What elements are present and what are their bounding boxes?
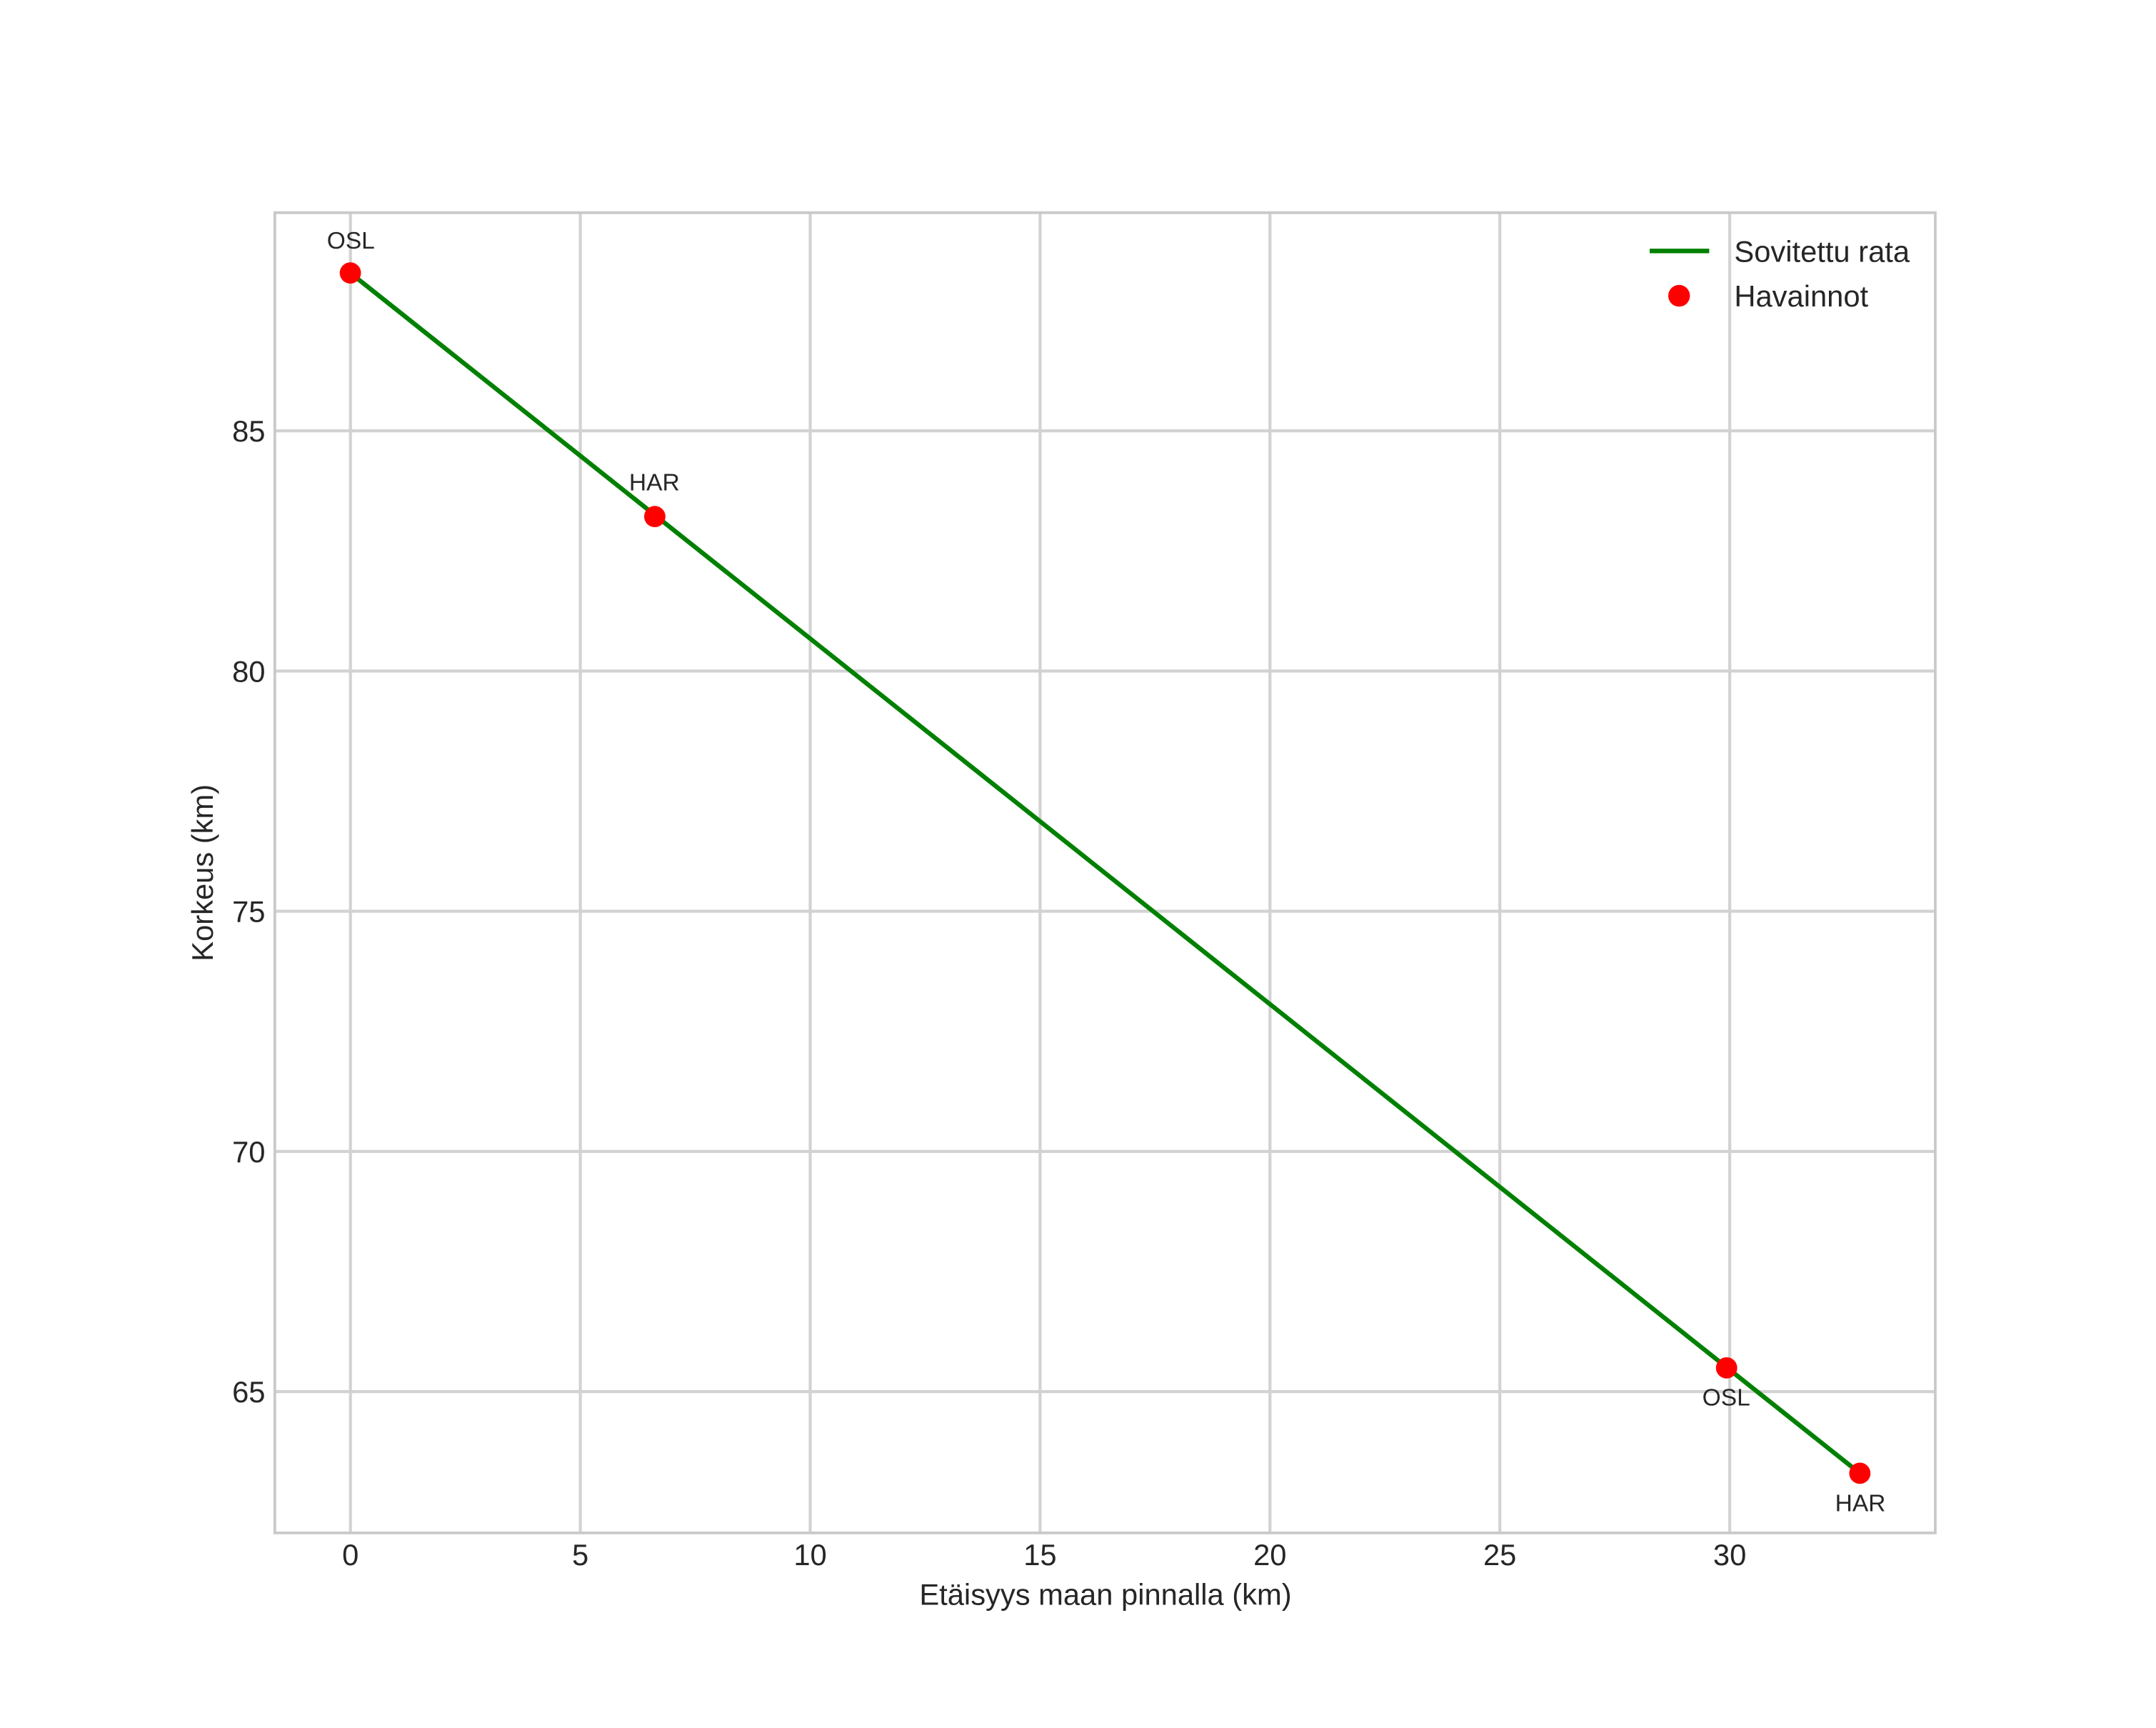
svg-text:65: 65 [232, 1375, 265, 1409]
svg-text:5: 5 [572, 1538, 588, 1572]
svg-text:30: 30 [1713, 1538, 1746, 1572]
svg-text:75: 75 [232, 895, 265, 929]
svg-text:Sovitettu rata: Sovitettu rata [1734, 235, 1910, 269]
svg-text:HAR: HAR [1835, 1490, 1886, 1517]
svg-text:Havainnot: Havainnot [1734, 279, 1868, 313]
svg-text:70: 70 [232, 1135, 265, 1169]
svg-text:OSL: OSL [327, 228, 375, 254]
svg-text:10: 10 [793, 1538, 826, 1572]
svg-text:Korkeus (km): Korkeus (km) [186, 784, 219, 962]
svg-text:80: 80 [232, 654, 265, 688]
svg-text:0: 0 [342, 1538, 359, 1572]
svg-text:Etäisyys maan pinnalla (km): Etäisyys maan pinnalla (km) [919, 1578, 1291, 1612]
svg-text:HAR: HAR [629, 470, 680, 496]
svg-text:20: 20 [1253, 1538, 1286, 1572]
svg-text:15: 15 [1023, 1538, 1056, 1572]
svg-text:85: 85 [232, 414, 265, 448]
svg-text:OSL: OSL [1703, 1384, 1750, 1411]
svg-text:25: 25 [1483, 1538, 1516, 1572]
